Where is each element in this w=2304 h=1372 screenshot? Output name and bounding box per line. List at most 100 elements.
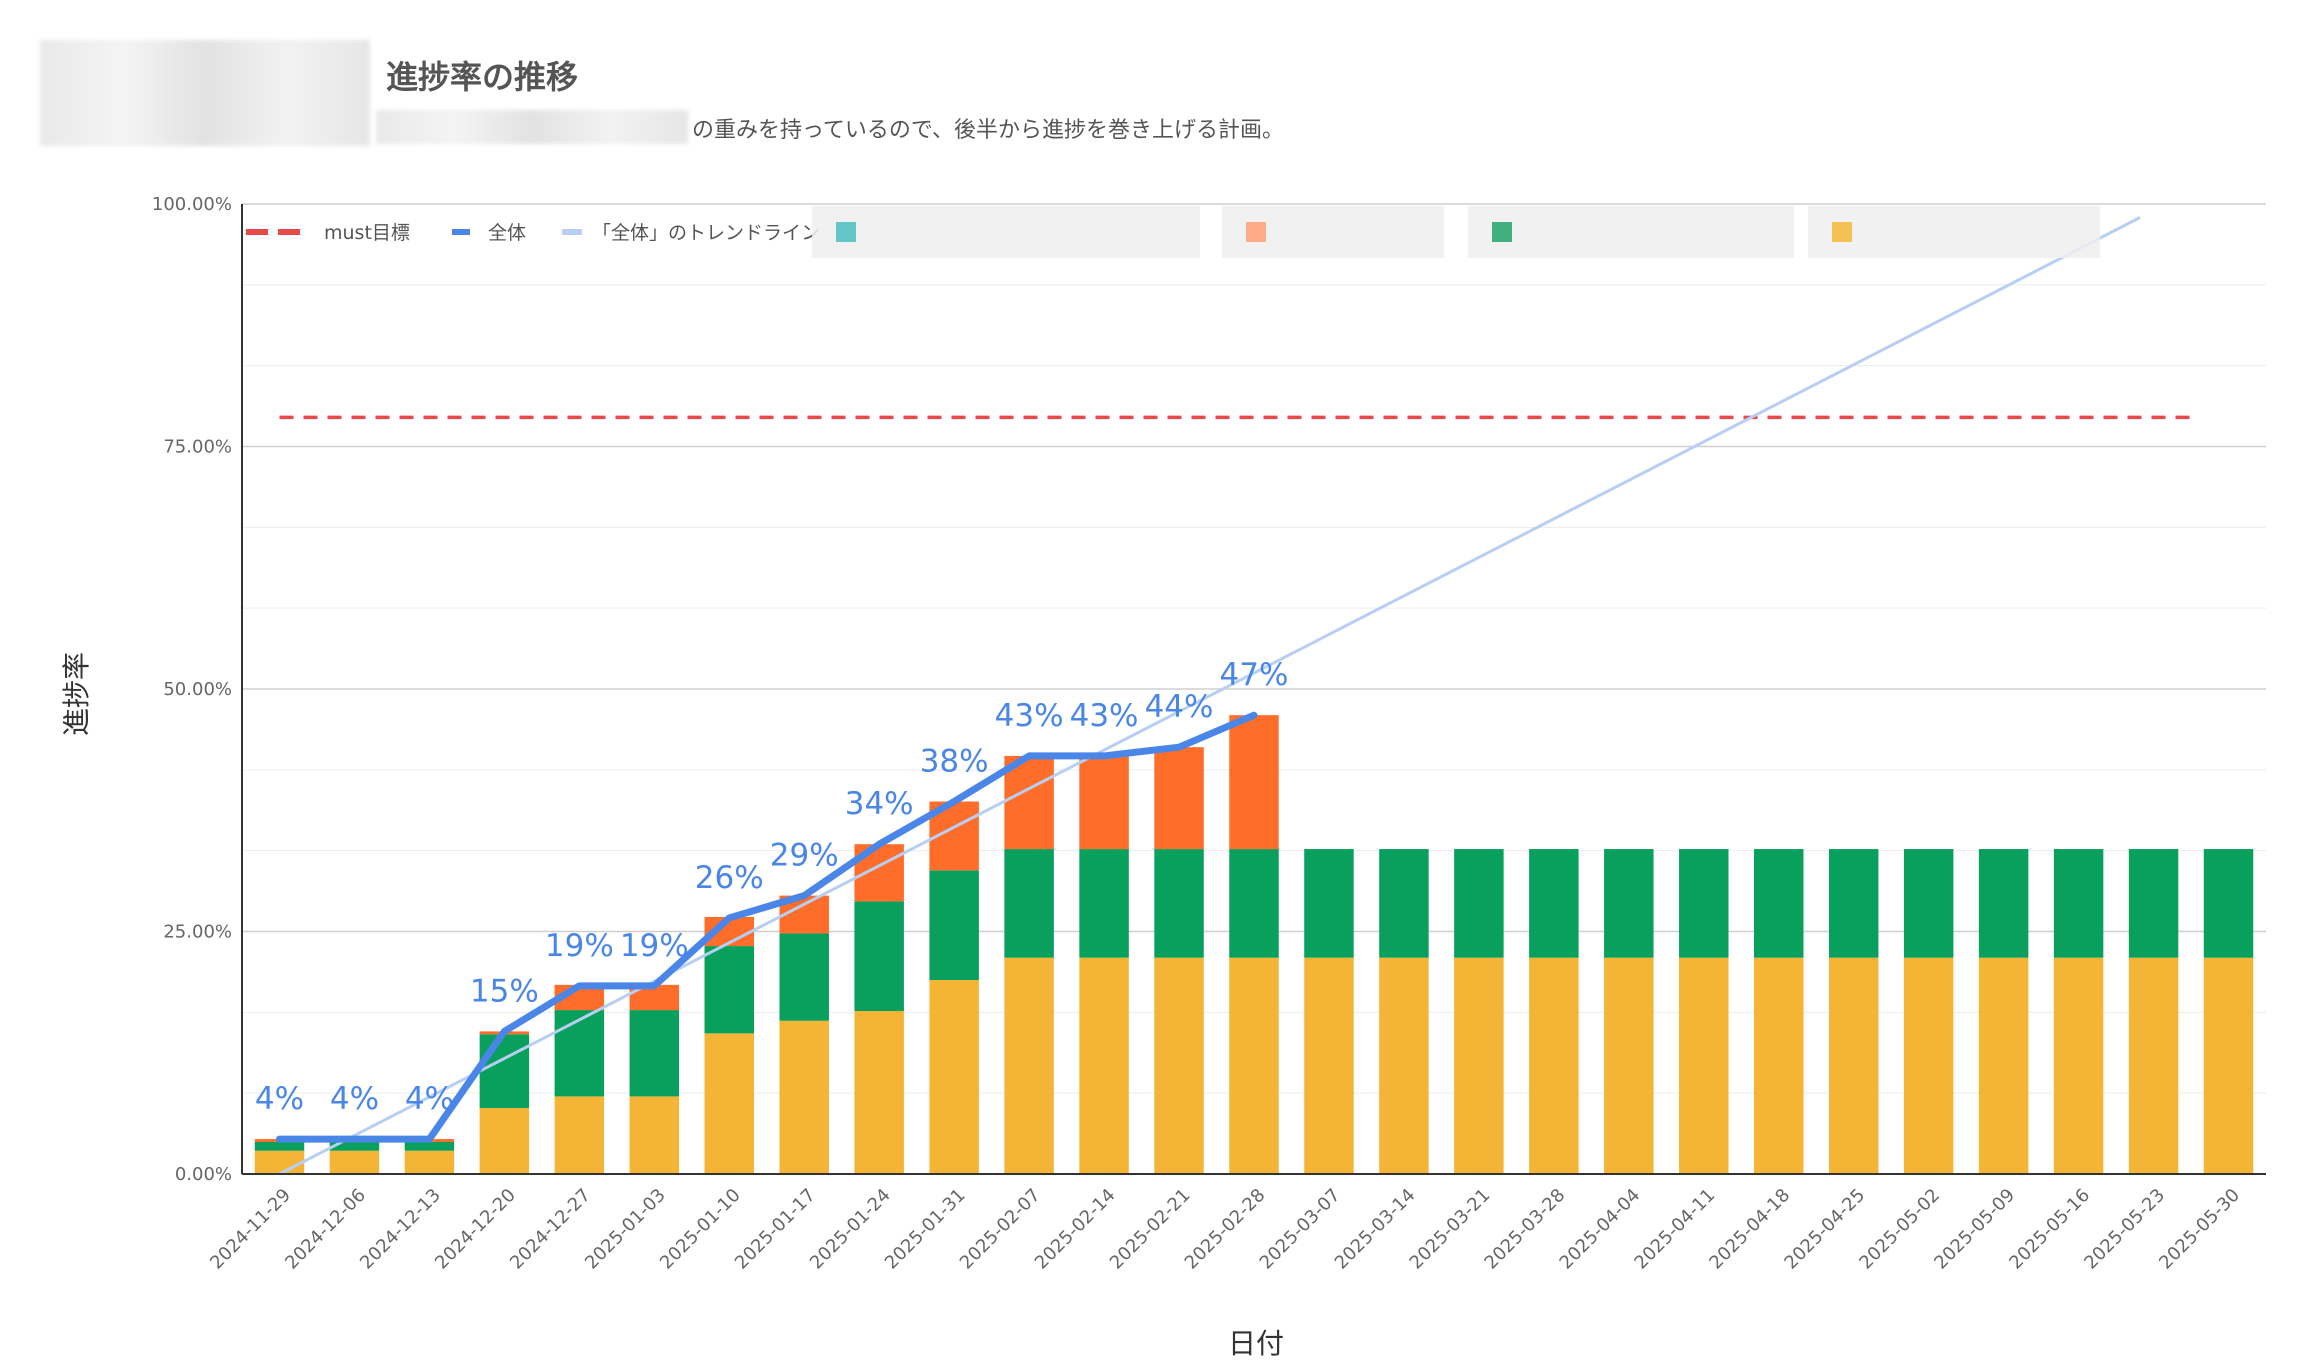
bar-segment: [2053, 957, 2104, 1174]
bar-segment: [1079, 755, 1129, 850]
legend-redacted-entry: [1808, 206, 2100, 258]
x-tick-label: 2025-05-30: [2155, 1185, 2244, 1274]
chart-title: 進捗率の推移: [386, 58, 579, 96]
bar-segment: [854, 901, 904, 1012]
bar-segment: [479, 1108, 530, 1174]
trendline: [278, 216, 2141, 1176]
data-label: 43%: [995, 698, 1064, 734]
y-tick-label: 100.00%: [152, 194, 232, 215]
data-label: 4%: [255, 1081, 304, 1117]
bar-segment: [1604, 957, 1654, 1174]
x-axis-title: 日付: [1228, 1327, 1284, 1360]
legend-redacted-entry: [1468, 206, 1794, 258]
bar-segment: [2203, 849, 2254, 958]
legend: must目標 全体 「全体」のトレンドライン: [246, 206, 2100, 258]
bar-segment: [1154, 849, 1204, 958]
bar-segment: [1679, 957, 1729, 1174]
bar-segment: [254, 1150, 305, 1174]
data-label: 4%: [330, 1081, 379, 1117]
bar-segment: [479, 1034, 530, 1109]
legend-trend-label: 「全体」のトレンドライン: [592, 222, 820, 244]
redacted-header-block: [40, 40, 370, 146]
x-axis: 2024-11-292024-12-062024-12-132024-12-20…: [206, 1173, 2266, 1274]
bar-segment: [779, 933, 829, 1021]
chart-subtitle: の重みを持っているので、後半から進捗を巻き上げる計画。: [692, 118, 1285, 143]
bar-segment: [1754, 849, 1804, 958]
bar-segment: [1828, 849, 1879, 958]
data-label: 15%: [470, 973, 539, 1009]
data-label: 34%: [845, 786, 914, 822]
bar-segment: [704, 946, 754, 1034]
bar-segment: [1978, 849, 2029, 958]
bar-segment: [1454, 957, 1504, 1174]
bar-segment: [1079, 957, 1129, 1174]
bar-segment: [1004, 849, 1054, 958]
y-tick-label: 0.00%: [175, 1164, 232, 1185]
y-axis-title: 進捗率: [60, 652, 93, 736]
bar-segment: [2203, 957, 2254, 1174]
bar-segment: [779, 1020, 829, 1174]
legend-redacted-swatch: [1832, 222, 1852, 242]
total-line: [275, 711, 1258, 1143]
data-label: 38%: [920, 744, 989, 780]
bar-segment: [1229, 849, 1279, 958]
data-label: 47%: [1220, 657, 1289, 693]
bar-segment: [1604, 849, 1654, 958]
legend-must-label: must目標: [324, 222, 410, 244]
bar-segment: [1079, 849, 1129, 958]
bar-segment: [1454, 849, 1504, 958]
bar-segment: [554, 1010, 605, 1097]
bar-segment: [1154, 957, 1204, 1174]
bar-segment: [704, 1033, 754, 1174]
data-label: 43%: [1070, 698, 1139, 734]
bar-segment: [1903, 849, 1954, 958]
bar-segment: [2128, 849, 2179, 958]
bar-segment: [854, 1011, 904, 1174]
bar-segment: [1828, 957, 1879, 1174]
bar-segment: [554, 1096, 605, 1174]
bar-segment: [929, 870, 979, 980]
y-tick-label: 25.00%: [163, 922, 232, 943]
legend-redacted-swatch: [836, 222, 856, 242]
y-tick-label: 75.00%: [163, 437, 232, 458]
bar-segment: [2128, 957, 2179, 1174]
data-label: 19%: [545, 928, 614, 964]
bar-segment: [1978, 957, 2029, 1174]
y-tick-label: 50.00%: [163, 679, 232, 700]
bar-segment: [1903, 957, 1954, 1174]
bar-segment: [1154, 747, 1204, 850]
bar-segment: [404, 1150, 455, 1174]
line-series: [275, 216, 2199, 1176]
bar-segment: [1004, 957, 1054, 1174]
bar-segment: [629, 1010, 680, 1097]
bar-segment: [1754, 957, 1804, 1174]
bar-segment: [1304, 957, 1354, 1174]
y-axis: 0.00% 25.00% 50.00% 75.00% 100.00%: [152, 194, 243, 1185]
bar-segment: [254, 1141, 305, 1151]
bar-segment: [2053, 849, 2104, 958]
data-label: 19%: [620, 928, 689, 964]
bar-segment: [929, 980, 979, 1174]
bar-segment: [329, 1150, 380, 1174]
stacked-bars: [254, 715, 2254, 1174]
bar-segment: [1379, 957, 1429, 1174]
bar-segment: [1229, 957, 1279, 1174]
bar-segment: [404, 1141, 455, 1151]
bar-segment: [1004, 755, 1054, 850]
bar-segment: [1529, 957, 1579, 1174]
data-label: 4%: [405, 1081, 454, 1117]
data-label: 44%: [1145, 689, 1214, 725]
redacted-subtitle-block: [376, 110, 688, 144]
bar-segment: [629, 1096, 680, 1174]
data-label: 26%: [695, 860, 764, 896]
bar-segment: [1304, 849, 1354, 958]
bar-segment: [1379, 849, 1429, 958]
legend-redacted-entry: [812, 206, 1200, 258]
legend-redacted-swatch: [1246, 222, 1266, 242]
data-label: 29%: [770, 838, 839, 874]
legend-total-label: 全体: [488, 222, 526, 244]
legend-redacted-swatch: [1492, 222, 1512, 242]
data-labels: 4% 4% 4%15%19% 19%26%29%34%38%43% 43% 44%47%: [255, 657, 1289, 1117]
bar-segment: [1679, 849, 1729, 958]
